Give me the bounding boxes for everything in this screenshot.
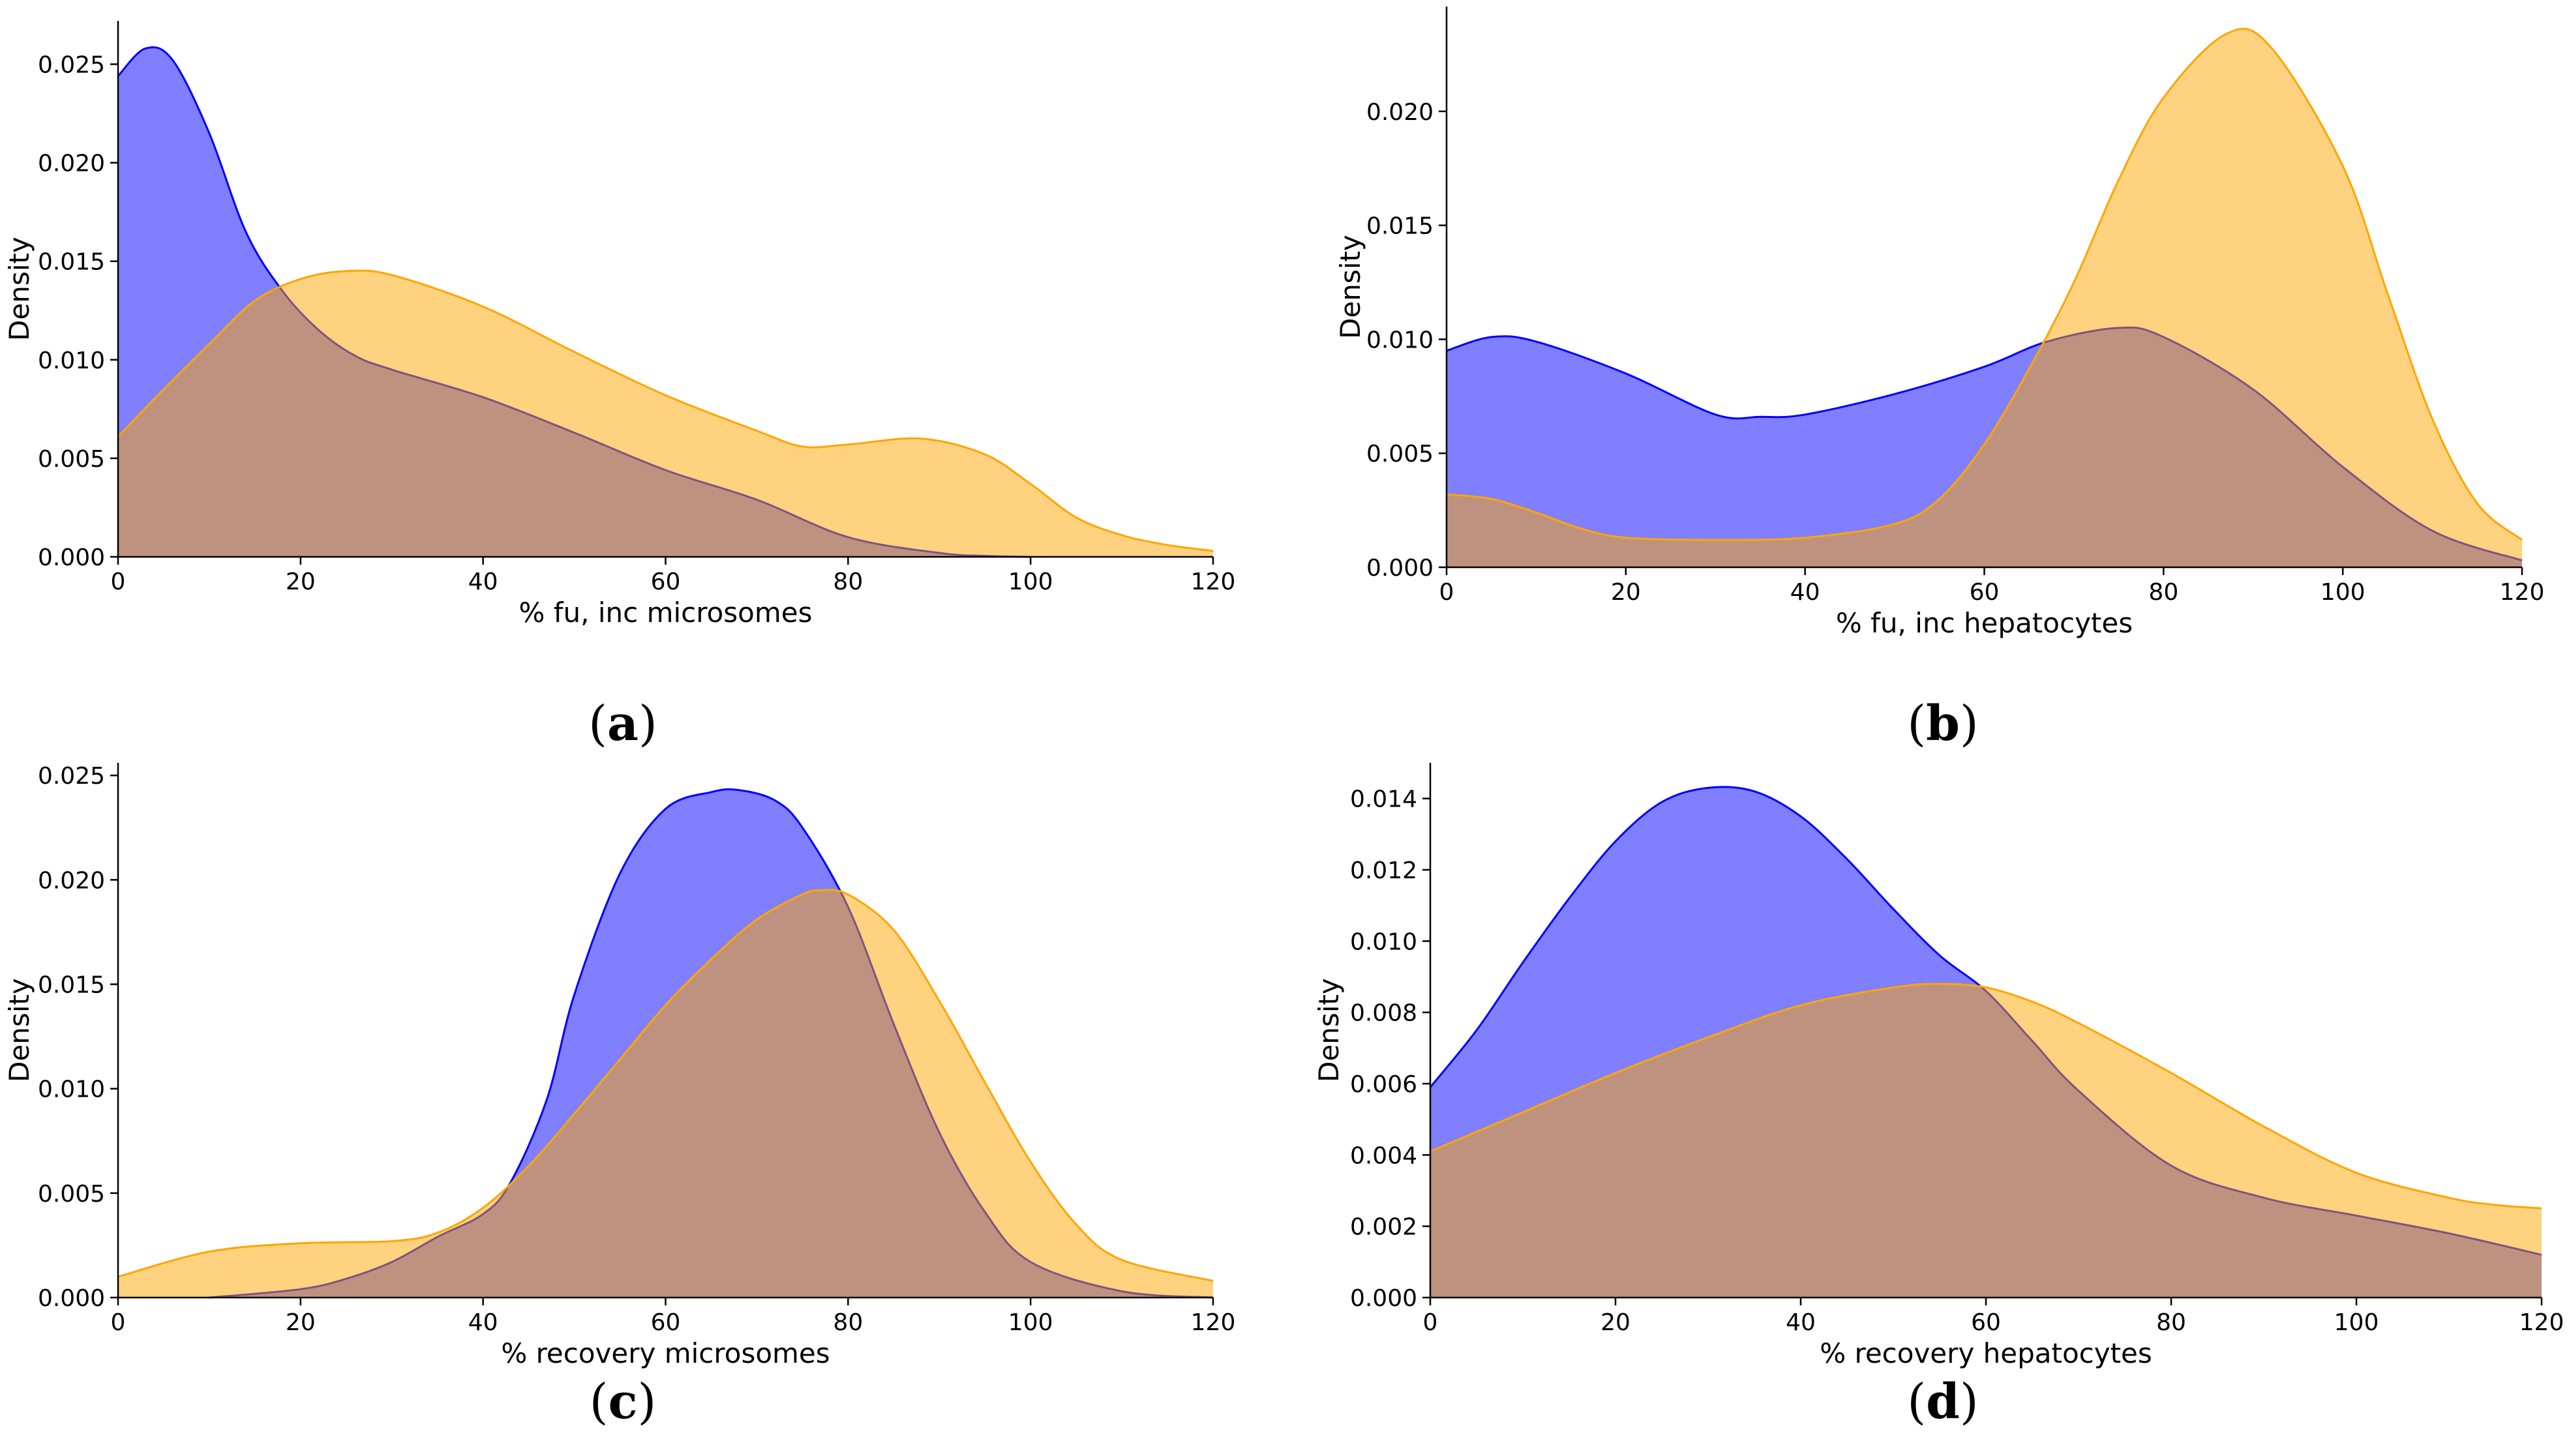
panel-label-letter: d — [1926, 1374, 1960, 1430]
panel-label-letter: a — [607, 696, 638, 752]
x-tick-label: 100 — [1008, 1309, 1053, 1336]
x-tick-label: 60 — [1970, 579, 2000, 606]
x-tick-label: 20 — [1600, 1309, 1630, 1336]
y-tick-label: 0.004 — [1350, 1142, 1417, 1169]
x-tick-label: 100 — [2321, 579, 2366, 606]
y-axis-label: Density — [1313, 978, 1345, 1082]
x-tick-label: 120 — [1191, 569, 1236, 595]
x-tick-label: 60 — [651, 569, 681, 595]
x-tick-label: 100 — [1008, 569, 1053, 595]
x-tick-label: 80 — [833, 569, 863, 595]
density-area-orange — [118, 889, 1213, 1298]
x-tick-label: 0 — [111, 569, 126, 595]
panel-label-letter: b — [1926, 696, 1960, 752]
y-tick-label: 0.014 — [1350, 786, 1417, 813]
density-line-orange — [117, 269, 1214, 552]
panel-a: 0 20 40 60 80 100 120 0.000 0.005 0.010 0.015 0.020… — [3, 21, 1235, 752]
x-tick-label: 60 — [1971, 1309, 2001, 1336]
x-tick-label: 100 — [2334, 1309, 2379, 1336]
y-axis-label: Density — [3, 237, 35, 341]
y-tick-label: 0.020 — [38, 867, 105, 894]
y-tick-label: 0.000 — [1350, 1285, 1417, 1312]
y-tick-label: 0.008 — [1350, 1000, 1417, 1027]
y-axis-label: Density — [1334, 235, 1366, 339]
x-tick-label: 80 — [2156, 1309, 2186, 1336]
panel-label-b: (b) — [1907, 696, 1979, 752]
x-tick-label: 80 — [833, 1309, 863, 1336]
y-tick-label: 0.005 — [1366, 441, 1434, 468]
x-tick-label: 40 — [1786, 1309, 1816, 1336]
x-tick-label: 40 — [1790, 579, 1820, 606]
y-tick-label: 0.025 — [38, 763, 105, 790]
x-tick-label: 0 — [111, 1309, 126, 1336]
panel-label-a: (a) — [588, 696, 657, 752]
panel-label-close: ) — [638, 1374, 657, 1430]
x-tick-label: 20 — [286, 569, 316, 595]
x-tick-label: 80 — [2148, 579, 2178, 606]
x-axis-label: % fu, inc microsomes — [518, 597, 812, 629]
y-tick-label: 0.005 — [38, 446, 105, 473]
x-tick-label: 0 — [1439, 579, 1454, 606]
panel-label-close: ) — [1960, 1374, 1979, 1430]
x-tick-label: 120 — [1191, 1309, 1236, 1336]
density-area-orange — [1447, 29, 2522, 568]
panel-label-c: (c) — [590, 1374, 657, 1430]
density-line-orange — [1446, 27, 2523, 541]
y-tick-label: 0.020 — [38, 151, 105, 177]
x-tick-label: 60 — [651, 1309, 681, 1336]
y-tick-label: 0.010 — [38, 1077, 105, 1103]
x-tick-label: 40 — [468, 569, 498, 595]
x-tick-label: 120 — [2500, 579, 2545, 606]
y-tick-label: 0.015 — [38, 972, 105, 999]
x-tick-label: 20 — [1611, 579, 1641, 606]
panel-label-d: (d) — [1907, 1374, 1979, 1430]
y-tick-label: 0.005 — [38, 1181, 105, 1208]
y-tick-label: 0.000 — [38, 1285, 105, 1312]
panel-label-letter: c — [608, 1374, 637, 1430]
panel-label-close: ) — [1960, 696, 1979, 752]
y-tick-label: 0.000 — [38, 544, 105, 571]
panels: 0 20 40 60 80 100 120 0.000 0.005 0.010 0.015 0.020… — [3, 7, 2564, 1430]
y-tick-label: 0.010 — [1350, 929, 1417, 955]
density-area-orange — [118, 270, 1213, 557]
x-tick-label: 120 — [2519, 1309, 2564, 1336]
y-tick-label: 0.025 — [38, 52, 105, 78]
panel-c: 0 20 40 60 80 100 120 0.000 0.005 0.010 0.015 0.020… — [3, 763, 1235, 1430]
panel-label-close: ) — [638, 696, 657, 752]
y-tick-label: 0.012 — [1350, 857, 1417, 884]
y-tick-label: 0.010 — [38, 348, 105, 374]
panel-d: 0 20 40 60 80 100 120 0.000 0.002 0.004 0.006 0.008… — [1313, 763, 2564, 1430]
y-tick-label: 0.002 — [1350, 1214, 1417, 1241]
density-line-orange — [117, 889, 1214, 1282]
y-tick-label: 0.020 — [1366, 99, 1434, 126]
panel-label-open: ( — [1907, 696, 1926, 752]
y-tick-label: 0.010 — [1366, 327, 1434, 353]
y-tick-label: 0.015 — [38, 249, 105, 276]
x-tick-label: 40 — [468, 1309, 498, 1336]
y-tick-label: 0.006 — [1350, 1071, 1417, 1098]
y-tick-label: 0.015 — [1366, 213, 1434, 240]
y-axis-label: Density — [3, 978, 35, 1082]
density-area-orange — [1430, 983, 2542, 1298]
panel-b: 0 20 40 60 80 100 120 0.000 0.005 0.010 0.015 0.020… — [1334, 7, 2544, 752]
panel-label-open: ( — [590, 1374, 608, 1430]
panel-label-open: ( — [1907, 1374, 1926, 1430]
x-axis-label: % recovery microsomes — [501, 1337, 830, 1369]
x-axis-label: % recovery hepatocytes — [1820, 1337, 2152, 1369]
density-line-orange — [1430, 983, 2542, 1210]
panel-label-open: ( — [588, 696, 607, 752]
x-tick-label: 20 — [286, 1309, 316, 1336]
y-tick-label: 0.000 — [1366, 555, 1434, 582]
x-axis-label: % fu, inc hepatocytes — [1836, 607, 2133, 639]
x-tick-label: 0 — [1423, 1309, 1438, 1336]
